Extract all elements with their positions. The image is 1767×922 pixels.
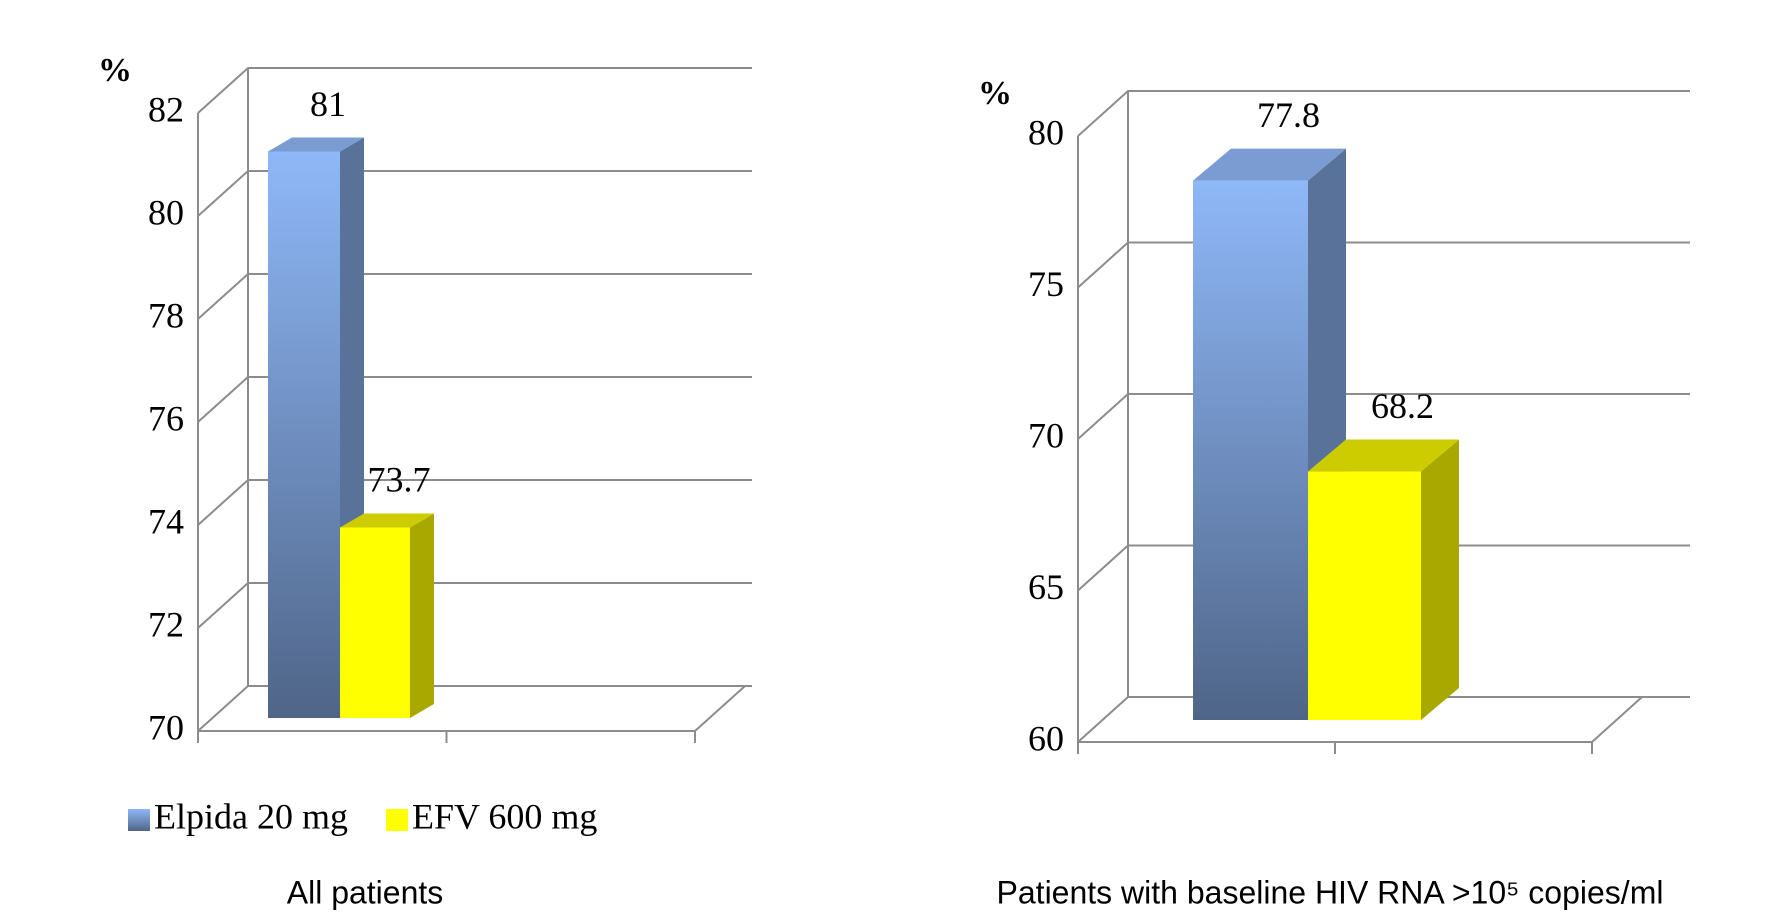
y-tick-label: 80	[148, 192, 184, 232]
grid-line	[1077, 393, 1690, 440]
y-tick-label: 70	[148, 707, 184, 747]
bar-top	[1193, 148, 1346, 181]
bar-top	[340, 513, 434, 528]
grid-line	[1077, 696, 1690, 743]
value-label: 68.2	[1371, 386, 1434, 426]
value-label: 81	[310, 84, 346, 124]
bar-side	[410, 513, 434, 718]
grid-line	[1077, 90, 1690, 137]
legend-swatch	[385, 809, 408, 831]
chart-caption: Patients with baseline HIV RNA >10⁵ copi…	[997, 874, 1664, 910]
grid-line	[197, 376, 752, 423]
chart-caption: All patients	[287, 874, 444, 910]
grid-line	[1077, 241, 1690, 289]
bar	[268, 151, 340, 718]
y-axis-unit: %	[978, 75, 1012, 112]
legend-swatch	[128, 809, 150, 831]
legend-label: EFV 600 mg	[412, 796, 597, 836]
y-tick-label: 74	[148, 501, 184, 541]
y-tick-label: 72	[148, 604, 184, 644]
y-tick-label: 60	[1028, 718, 1064, 758]
grid-line	[197, 273, 752, 320]
bar-top	[1308, 439, 1459, 472]
bar	[1193, 180, 1308, 720]
grid-line	[197, 479, 752, 526]
grid-line	[1077, 544, 1690, 592]
grid-line	[197, 67, 752, 114]
value-label: 73.7	[368, 460, 431, 500]
y-tick-label: 65	[1028, 567, 1064, 607]
value-label: 77.8	[1257, 95, 1320, 135]
bar-top	[268, 137, 364, 152]
bar	[340, 527, 410, 718]
y-tick-label: 76	[148, 398, 184, 438]
grid-line	[197, 582, 752, 629]
y-tick-label: 82	[148, 89, 184, 129]
grid-line	[197, 170, 752, 217]
y-axis-unit: %	[98, 52, 132, 89]
y-tick-label: 75	[1028, 264, 1064, 304]
grid-line	[197, 685, 752, 732]
y-tick-label: 70	[1028, 415, 1064, 455]
legend-label: Elpida 20 mg	[154, 796, 348, 836]
bar-side	[1421, 439, 1459, 720]
y-tick-label: 80	[1028, 112, 1064, 152]
y-tick-label: 78	[148, 295, 184, 335]
bar	[1308, 471, 1421, 720]
